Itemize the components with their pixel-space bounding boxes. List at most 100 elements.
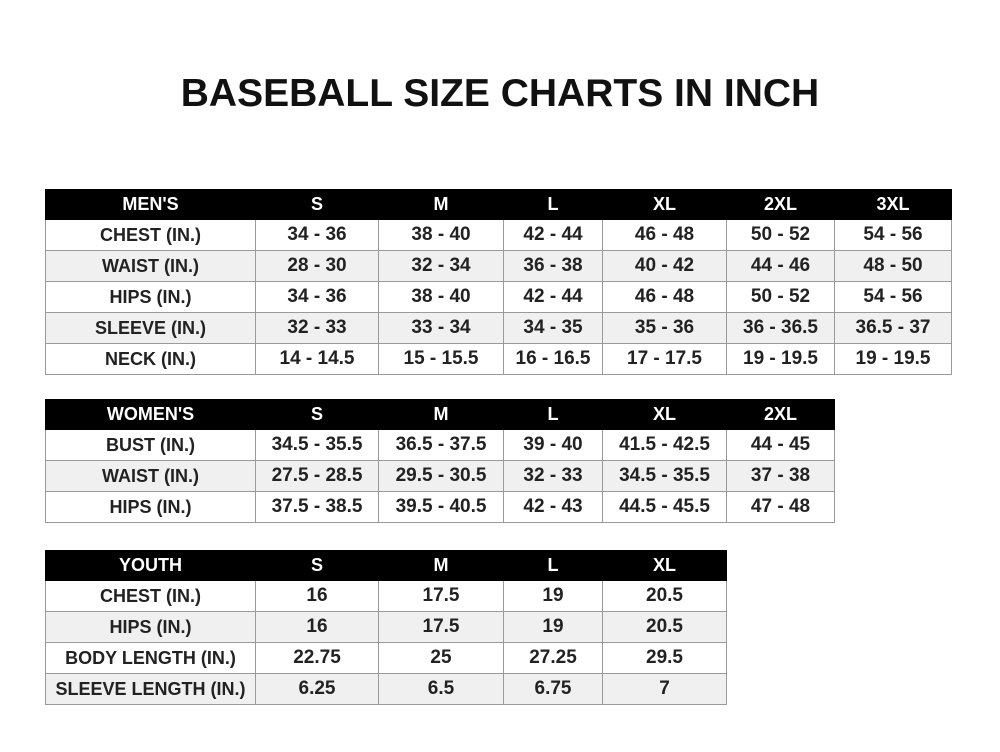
measurement-label: CHEST (IN.) (45, 219, 256, 251)
size-value-cell: 6.25 (255, 673, 379, 705)
measurement-label: HIPS (IN.) (45, 611, 256, 643)
table-row: SLEEVE LENGTH (IN.) 6.25 6.5 6.75 7 (45, 673, 727, 705)
size-value-cell: 44 - 45 (726, 429, 835, 461)
size-value-cell: 36 - 36.5 (726, 312, 835, 344)
measurement-label: CHEST (IN.) (45, 580, 256, 612)
table-row: CHEST (IN.) 16 17.5 19 20.5 (45, 580, 727, 612)
size-value-cell: 39.5 - 40.5 (378, 491, 504, 523)
size-value-cell: 33 - 34 (378, 312, 504, 344)
table-row: WAIST (IN.) 28 - 30 32 - 34 36 - 38 40 - 42 4… (45, 250, 952, 282)
size-value-cell: 44 - 46 (726, 250, 835, 282)
size-value-cell: 22.75 (255, 642, 379, 674)
size-value-cell: 38 - 40 (378, 281, 504, 313)
size-value-cell: 37.5 - 38.5 (255, 491, 379, 523)
size-column-header: S (255, 550, 379, 581)
table-header-row: MEN'S S M L XL 2XL 3XL (45, 189, 952, 220)
table-header-row: WOMEN'S S M L XL 2XL (45, 399, 835, 430)
size-value-cell: 16 (255, 611, 379, 643)
size-value-cell: 47 - 48 (726, 491, 835, 523)
size-column-header: L (503, 399, 603, 430)
size-value-cell: 29.5 - 30.5 (378, 460, 504, 492)
size-value-cell: 6.5 (378, 673, 504, 705)
mens-size-table: MEN'S S M L XL 2XL 3XL CHEST (IN.) 34 - 36 38 - 4… (45, 189, 952, 375)
size-value-cell: 34.5 - 35.5 (602, 460, 727, 492)
size-column-header: 2XL (726, 189, 835, 220)
size-value-cell: 32 - 33 (503, 460, 603, 492)
table-row: SLEEVE (IN.) 32 - 33 33 - 34 34 - 35 35 - 36… (45, 312, 952, 344)
size-value-cell: 32 - 33 (255, 312, 379, 344)
size-value-cell: 17.5 (378, 611, 504, 643)
size-value-cell: 36.5 - 37 (834, 312, 952, 344)
size-value-cell: 37 - 38 (726, 460, 835, 492)
measurement-label: BODY LENGTH (IN.) (45, 642, 256, 674)
size-value-cell: 48 - 50 (834, 250, 952, 282)
measurement-label: BUST (IN.) (45, 429, 256, 461)
size-value-cell: 34 - 35 (503, 312, 603, 344)
size-column-header: M (378, 550, 504, 581)
size-value-cell: 42 - 43 (503, 491, 603, 523)
size-value-cell: 14 - 14.5 (255, 343, 379, 375)
size-value-cell: 29.5 (602, 642, 727, 674)
size-value-cell: 42 - 44 (503, 281, 603, 313)
size-value-cell: 17.5 (378, 580, 504, 612)
size-value-cell: 28 - 30 (255, 250, 379, 282)
table-row: HIPS (IN.) 34 - 36 38 - 40 42 - 44 46 - 48 50… (45, 281, 952, 313)
size-value-cell: 34 - 36 (255, 219, 379, 251)
page-title: BASEBALL SIZE CHARTS IN INCH (180, 72, 820, 115)
size-value-cell: 15 - 15.5 (378, 343, 504, 375)
size-value-cell: 20.5 (602, 580, 727, 612)
table-row: WAIST (IN.) 27.5 - 28.5 29.5 - 30.5 32 - 33… (45, 460, 835, 492)
measurement-label: NECK (IN.) (45, 343, 256, 375)
table-row: HIPS (IN.) 16 17.5 19 20.5 (45, 611, 727, 643)
measurement-label: SLEEVE LENGTH (IN.) (45, 673, 256, 705)
size-column-header: 3XL (834, 189, 952, 220)
youth-size-table: YOUTH S M L XL CHEST (IN.) 16 17.5 19 20.5 HIPS (I… (45, 550, 727, 705)
size-column-header: XL (602, 399, 727, 430)
measurement-label: HIPS (IN.) (45, 281, 256, 313)
size-value-cell: 17 - 17.5 (602, 343, 727, 375)
size-column-header: L (503, 189, 603, 220)
size-value-cell: 50 - 52 (726, 281, 835, 313)
size-value-cell: 27.25 (503, 642, 603, 674)
size-value-cell: 19 (503, 611, 603, 643)
table-row: BODY LENGTH (IN.) 22.75 25 27.25 29.5 (45, 642, 727, 674)
size-value-cell: 39 - 40 (503, 429, 603, 461)
size-value-cell: 46 - 48 (602, 219, 727, 251)
size-value-cell: 25 (378, 642, 504, 674)
size-value-cell: 36.5 - 37.5 (378, 429, 504, 461)
size-column-header: M (378, 399, 504, 430)
table-row: BUST (IN.) 34.5 - 35.5 36.5 - 37.5 39 - 40 4… (45, 429, 835, 461)
measurement-label: HIPS (IN.) (45, 491, 256, 523)
size-column-header: XL (602, 550, 727, 581)
size-value-cell: 16 - 16.5 (503, 343, 603, 375)
size-value-cell: 35 - 36 (602, 312, 727, 344)
size-value-cell: 7 (602, 673, 727, 705)
size-column-header: XL (602, 189, 727, 220)
size-value-cell: 54 - 56 (834, 281, 952, 313)
size-value-cell: 38 - 40 (378, 219, 504, 251)
size-column-header: S (255, 189, 379, 220)
size-value-cell: 16 (255, 580, 379, 612)
measurement-label: SLEEVE (IN.) (45, 312, 256, 344)
size-value-cell: 20.5 (602, 611, 727, 643)
size-value-cell: 36 - 38 (503, 250, 603, 282)
table-category-header: WOMEN'S (45, 399, 256, 430)
size-value-cell: 42 - 44 (503, 219, 603, 251)
table-category-header: MEN'S (45, 189, 256, 220)
size-column-header: L (503, 550, 603, 581)
table-row: NECK (IN.) 14 - 14.5 15 - 15.5 16 - 16.5 17 … (45, 343, 952, 375)
size-value-cell: 19 - 19.5 (834, 343, 952, 375)
size-value-cell: 46 - 48 (602, 281, 727, 313)
table-header-row: YOUTH S M L XL (45, 550, 727, 581)
table-category-header: YOUTH (45, 550, 256, 581)
size-value-cell: 44.5 - 45.5 (602, 491, 727, 523)
size-value-cell: 34.5 - 35.5 (255, 429, 379, 461)
size-column-header: M (378, 189, 504, 220)
size-value-cell: 41.5 - 42.5 (602, 429, 727, 461)
size-value-cell: 27.5 - 28.5 (255, 460, 379, 492)
size-value-cell: 6.75 (503, 673, 603, 705)
size-value-cell: 34 - 36 (255, 281, 379, 313)
size-column-header: 2XL (726, 399, 835, 430)
size-value-cell: 40 - 42 (602, 250, 727, 282)
